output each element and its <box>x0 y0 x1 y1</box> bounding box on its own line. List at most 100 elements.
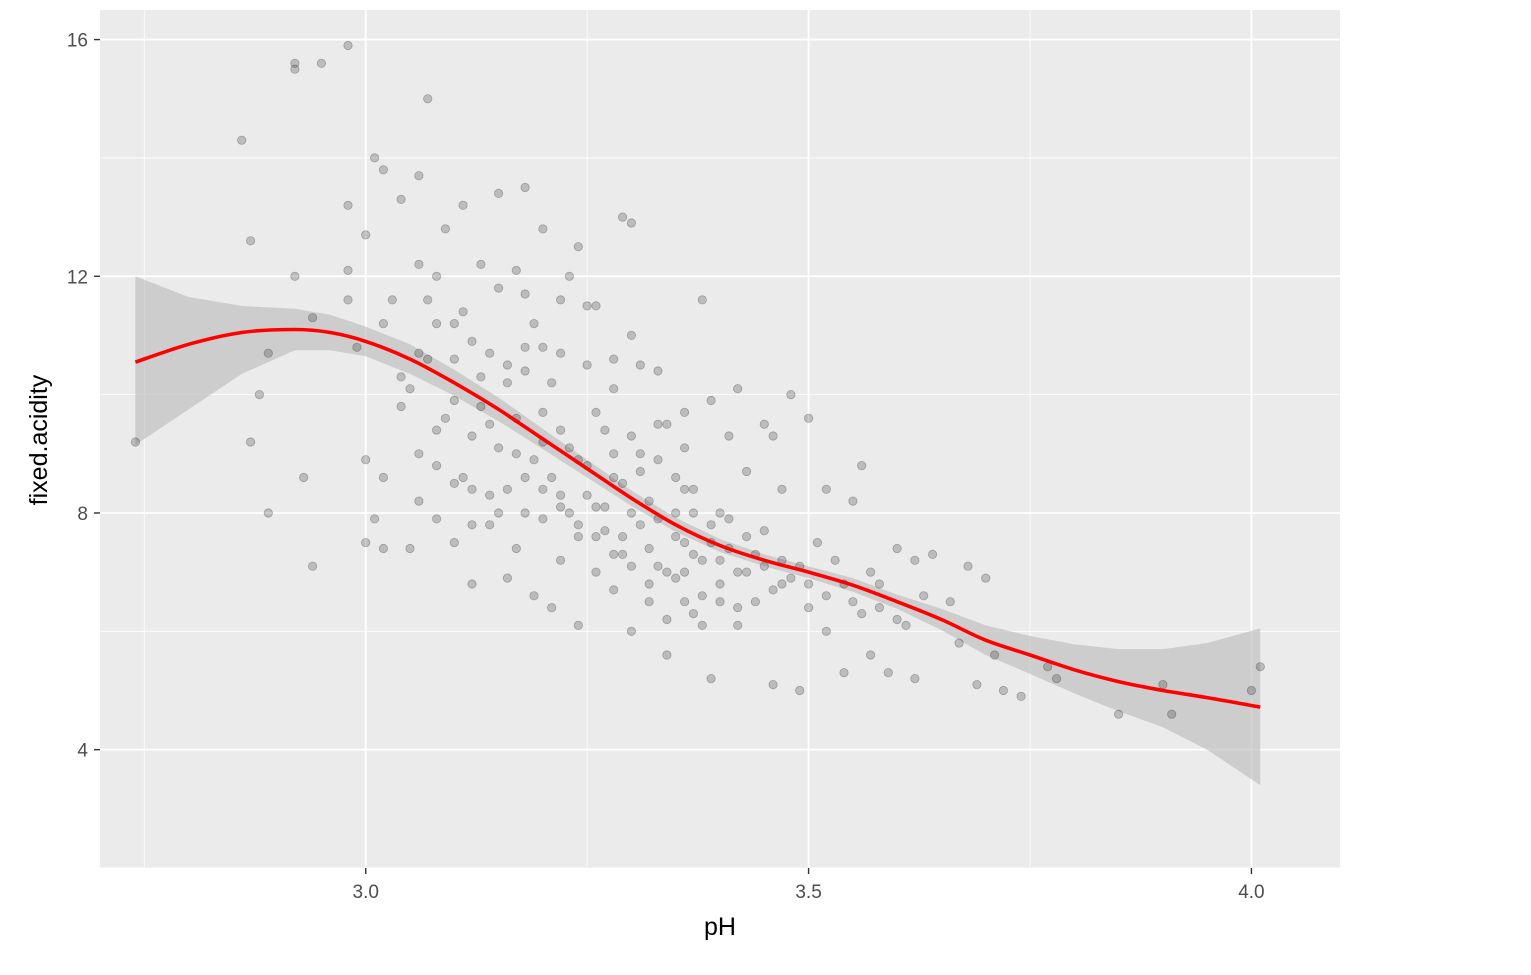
data-point <box>626 508 637 518</box>
data-point <box>547 602 557 613</box>
data-point <box>414 259 424 269</box>
data-point <box>502 360 512 370</box>
confidence-band <box>135 276 1261 786</box>
x-tick-label: 3.0 <box>353 882 379 903</box>
data-point <box>591 567 601 577</box>
data-point <box>795 685 805 696</box>
data-point <box>316 58 326 68</box>
data-point <box>600 502 610 512</box>
y-tick-label: 8 <box>77 504 88 525</box>
data-point <box>839 668 849 678</box>
data-point <box>848 496 858 506</box>
data-point <box>564 508 575 518</box>
data-point <box>564 271 575 281</box>
data-point <box>857 608 867 619</box>
data-point <box>1255 662 1265 672</box>
data-point <box>706 395 716 406</box>
data-point <box>343 40 353 51</box>
data-point <box>520 289 530 299</box>
data-point <box>1167 709 1177 719</box>
data-point <box>609 549 619 560</box>
data-points <box>130 40 1265 719</box>
data-point <box>644 543 654 554</box>
data-point <box>733 384 743 394</box>
data-point <box>688 549 699 560</box>
data-point <box>555 502 566 512</box>
data-point <box>963 561 973 571</box>
data-point <box>396 372 406 382</box>
data-point <box>715 597 725 607</box>
data-point <box>671 573 681 583</box>
data-point <box>369 514 380 524</box>
data-point <box>431 425 442 435</box>
data-point <box>449 395 459 406</box>
data-point <box>706 520 716 530</box>
data-point <box>715 508 725 518</box>
data-point <box>538 407 548 417</box>
data-point <box>458 472 468 483</box>
data-point <box>1158 679 1168 690</box>
data-point <box>564 443 575 453</box>
data-point <box>910 555 920 565</box>
data-point <box>609 472 619 483</box>
data-point <box>555 555 566 565</box>
data-point <box>1246 685 1257 696</box>
data-point <box>573 620 583 631</box>
data-point <box>679 537 690 548</box>
data-point <box>706 673 716 684</box>
data-point <box>493 443 504 453</box>
data-point <box>733 602 743 613</box>
data-point <box>954 638 964 648</box>
data-point <box>485 419 495 429</box>
data-point <box>617 212 628 222</box>
data-point <box>972 679 982 690</box>
data-point <box>529 318 539 329</box>
data-point <box>555 425 566 435</box>
data-point <box>724 431 734 441</box>
data-point <box>759 561 769 571</box>
data-point <box>449 478 459 488</box>
data-point <box>361 537 371 548</box>
data-point <box>263 348 273 358</box>
data-point <box>679 597 690 607</box>
data-point <box>662 650 672 660</box>
data-point <box>449 354 459 364</box>
data-point <box>697 591 707 601</box>
data-point <box>493 188 504 198</box>
data-point <box>511 265 521 275</box>
data-point <box>821 484 831 494</box>
data-point <box>768 679 778 690</box>
y-axis-ticks: 4 8 12 16 <box>67 31 100 762</box>
data-point <box>555 348 566 358</box>
data-point <box>582 490 592 500</box>
data-point <box>511 449 521 459</box>
data-point <box>573 242 583 252</box>
data-point <box>741 531 752 542</box>
data-point <box>467 579 477 589</box>
data-point <box>511 543 521 554</box>
data-point <box>741 567 752 577</box>
data-point <box>361 230 371 240</box>
confidence-band-area <box>135 276 1261 786</box>
y-tick-label: 12 <box>67 267 88 288</box>
data-point <box>662 567 672 577</box>
data-point <box>635 449 645 459</box>
data-point <box>821 626 831 636</box>
data-point <box>688 484 699 494</box>
data-point <box>759 526 769 536</box>
data-point <box>768 585 778 595</box>
data-point <box>538 224 548 234</box>
data-point <box>662 419 672 429</box>
data-point <box>662 614 672 625</box>
data-point <box>290 58 300 68</box>
data-point <box>423 295 433 305</box>
data-point <box>981 573 991 583</box>
data-point <box>591 531 601 542</box>
data-point <box>874 602 885 613</box>
data-point <box>724 514 734 524</box>
data-point <box>617 549 628 560</box>
data-point <box>361 455 371 465</box>
data-point <box>750 597 761 607</box>
x-tick-label: 4.0 <box>1238 882 1264 903</box>
data-point <box>476 401 486 412</box>
